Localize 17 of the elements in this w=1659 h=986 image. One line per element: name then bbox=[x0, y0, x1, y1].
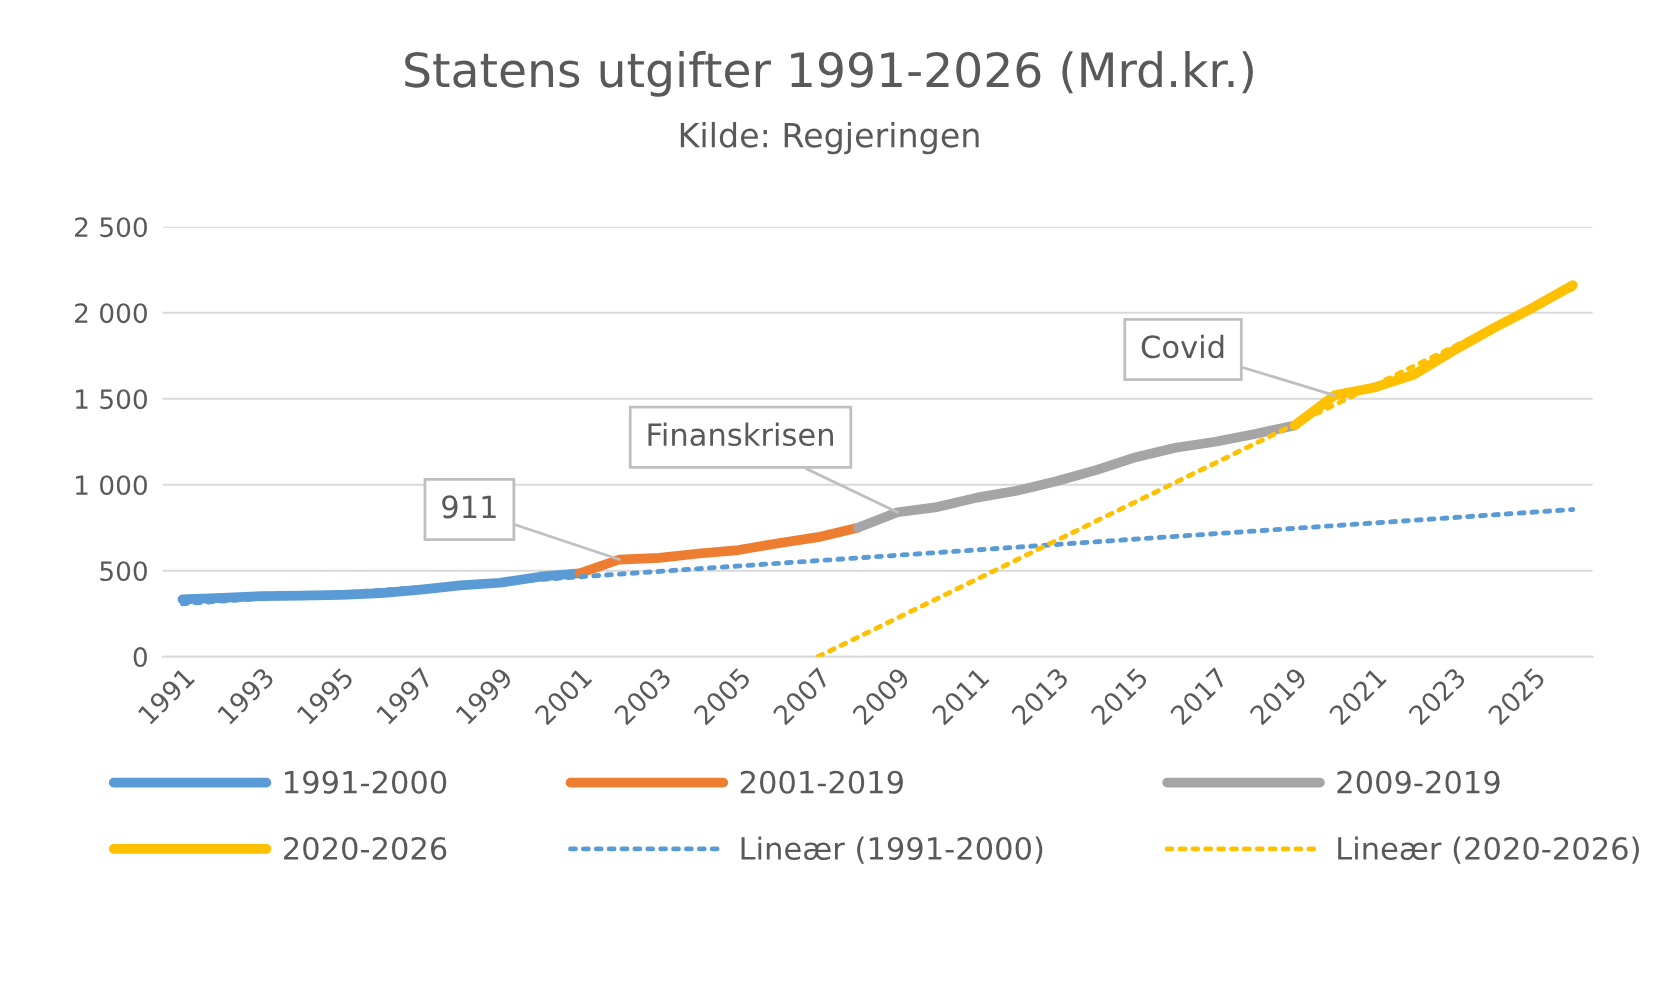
y-tick-label: 1 500 bbox=[76, 389, 147, 410]
y-tick-label: 1 000 bbox=[76, 475, 147, 496]
annotation: 911 bbox=[442, 495, 496, 519]
legend-label: 2020-2026 bbox=[283, 836, 447, 861]
legend-label: Lineær (2020-2026) bbox=[1338, 836, 1639, 864]
y-tick-label: 2 000 bbox=[75, 303, 147, 324]
legend-label: 2001-2019 bbox=[740, 770, 903, 794]
annotation: Finanskrisen bbox=[648, 422, 833, 447]
annotation: Covid bbox=[1141, 334, 1224, 359]
chart-title: Statens utgifter 1991-2026 (Mrd.kr.) bbox=[405, 51, 1253, 97]
chart-subtitle: Kilde: Regjeringen bbox=[680, 121, 979, 155]
y-tick-label: 500 bbox=[100, 561, 147, 582]
y-tick-label: 0 bbox=[133, 647, 147, 668]
legend-label: 1991-2000 bbox=[285, 770, 447, 794]
y-tick-label: 2 500 bbox=[75, 217, 147, 238]
legend-label: Lineær (1991-2000) bbox=[741, 836, 1043, 864]
legend-label: 2009-2019 bbox=[1337, 770, 1500, 794]
